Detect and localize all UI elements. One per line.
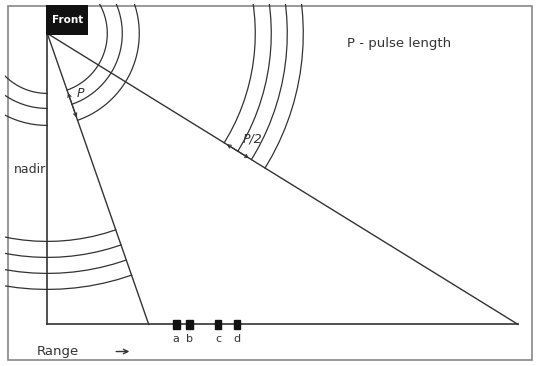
Bar bbox=[46, 5, 88, 35]
Bar bbox=[234, 320, 240, 329]
Bar bbox=[173, 320, 180, 329]
Text: Front: Front bbox=[51, 15, 83, 25]
Text: c: c bbox=[215, 334, 221, 344]
Text: b: b bbox=[186, 334, 193, 344]
Text: a: a bbox=[173, 334, 180, 344]
Text: nadir: nadir bbox=[14, 163, 46, 176]
Text: P: P bbox=[77, 87, 84, 100]
Bar bbox=[186, 320, 193, 329]
Bar bbox=[215, 320, 221, 329]
Text: d: d bbox=[233, 334, 240, 344]
Text: P - pulse length: P - pulse length bbox=[347, 37, 451, 51]
Text: Range: Range bbox=[36, 345, 78, 358]
Text: P/2: P/2 bbox=[242, 133, 262, 146]
